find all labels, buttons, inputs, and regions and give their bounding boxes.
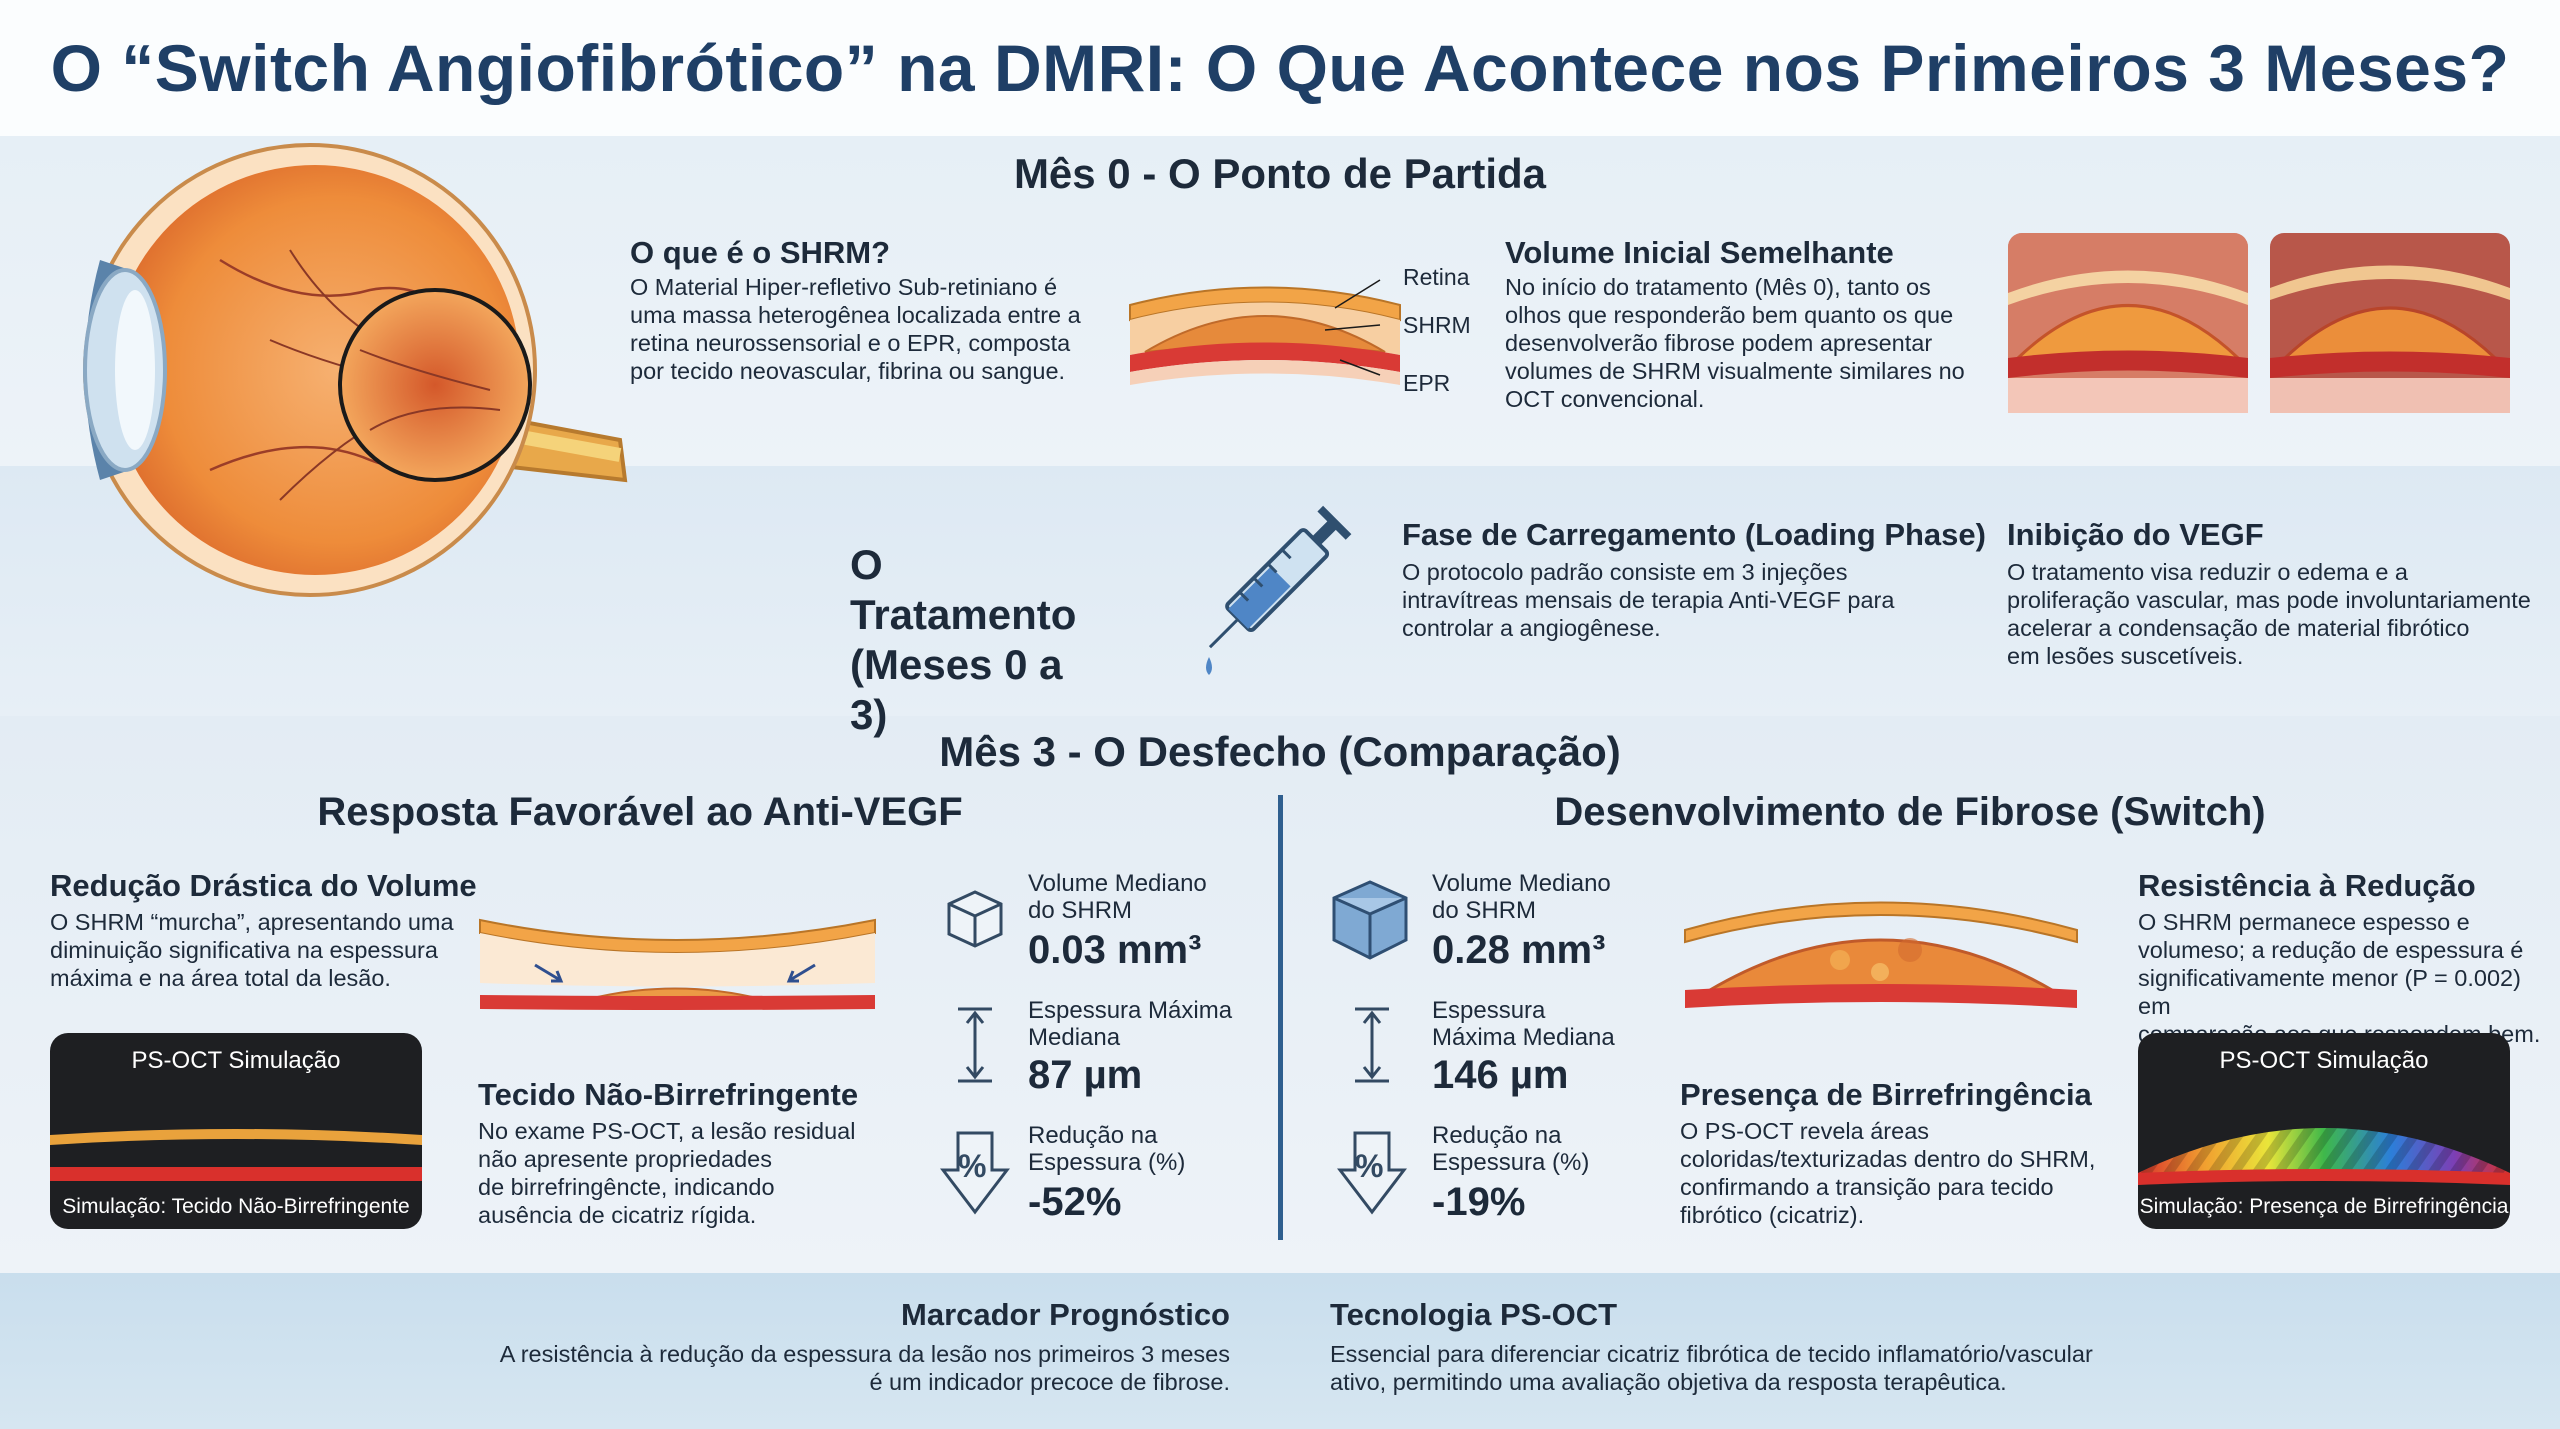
resistance-text: O SHRM permanece espesso e volumeso; a re…: [2138, 909, 2541, 1047]
fav-stat2-value: 87 µm: [1028, 1053, 1143, 1097]
percent-down-arrow-icon: [940, 1131, 1010, 1215]
sim-caption-favorable: Simulação: Tecido Não-Birrefringente: [62, 1195, 410, 1218]
reduction-title: Redução Drástica do Volume: [50, 868, 477, 903]
sim-title-fibrosis: PS-OCT Simulação: [2219, 1047, 2429, 1074]
fav-stat3-value: -52%: [1028, 1180, 1122, 1224]
fav-stat1-value: 0.03 mm³: [1028, 928, 1202, 972]
shrm-title: O que é o SHRM?: [630, 235, 891, 270]
sim-birefringence-pattern: [2138, 1128, 2510, 1185]
sim-title-favorable: PS-OCT Simulação: [131, 1047, 341, 1074]
oct-thumbnail-1: [2008, 233, 2248, 413]
percent-down-arrow-icon-2: [1337, 1131, 1407, 1215]
thick-lesion-diagram: [1684, 901, 2078, 1008]
shrm-text: O Material Hiper-refletivo Sub-retiniano…: [630, 274, 1081, 384]
fib-stat2-label: Espessura Máxima Mediana: [1432, 997, 1615, 1051]
fib-stat1-label: Volume Mediano do SHRM: [1432, 870, 1611, 924]
marker-text: A resistência à redução da espessura da …: [499, 1341, 1230, 1395]
page-title: O “Switch Angiofibrótico” na DMRI: O Que…: [50, 31, 2510, 105]
fib-stat1-value: 0.28 mm³: [1432, 928, 1606, 972]
vegf-title: Inibição do VEGF: [2007, 517, 2264, 552]
fav-stat1-label: Volume Mediano do SHRM: [1028, 870, 1207, 924]
fib-stat2-value: 146 µm: [1432, 1053, 1569, 1097]
sim-caption-fibrosis: Simulação: Presença de Birrefringência: [2139, 1195, 2509, 1218]
loading-title: Fase de Carregamento (Loading Phase): [1402, 517, 1986, 552]
oct-thumbnail-2: [2270, 233, 2510, 413]
fav-stat2-label: Espessura Máxima Mediana: [1028, 997, 1233, 1051]
tissue-text: No exame PS-OCT, a lesão residual não apr…: [478, 1118, 856, 1228]
fib-stat3-value: -19%: [1432, 1180, 1526, 1224]
birefringence-text: O PS-OCT revela áreas coloridas/texturiza…: [1680, 1118, 2096, 1228]
retina-layers-diagram: [1129, 279, 1401, 385]
resistance-title: Resistência à Redução: [2138, 868, 2476, 903]
comparison-divider: [1278, 795, 1283, 1240]
thickness-icon-2: [1355, 1007, 1389, 1083]
loading-text: O protocolo padrão consiste em 3 injeçõe…: [1402, 559, 1895, 641]
fib-stat3-label: Redução na Espessura (%): [1432, 1122, 1590, 1176]
treatment-heading: O Tratamento (Meses 0 a 3): [850, 541, 1077, 738]
ps-oct-sim-favorable: PS-OCT Simulação Simulação: Tecido Não-B…: [50, 1033, 422, 1229]
vegf-text: O tratamento visa reduzir o edema e a pro…: [2007, 559, 2531, 669]
label-shrm: SHRM: [1403, 312, 1471, 338]
marker-title: Marcador Prognóstico: [901, 1297, 1230, 1332]
thickness-icon: [958, 1007, 992, 1083]
label-epr: EPR: [1403, 370, 1451, 396]
tech-title: Tecnologia PS-OCT: [1330, 1297, 1618, 1332]
tissue-title: Tecido Não-Birrefringente: [478, 1077, 859, 1112]
percent-symbol-fib: %: [1355, 1148, 1384, 1184]
birefringence-title: Presença de Birrefringência: [1680, 1077, 2092, 1112]
fibrosis-heading: Desenvolvimento de Fibrose (Switch): [1554, 790, 2266, 834]
label-retina: Retina: [1403, 264, 1470, 290]
title-band: [0, 0, 2560, 136]
month0-heading: Mês 0 - O Ponto de Partida: [1013, 150, 1547, 197]
fav-stat3-label: Redução na Espessura (%): [1028, 1122, 1186, 1176]
syringe-icon: [1206, 505, 1352, 675]
percent-symbol-fav: %: [958, 1148, 987, 1184]
ps-oct-sim-fibrosis: PS-OCT Simulação Simulação: Presença de …: [2138, 1033, 2510, 1229]
volume-title: Volume Inicial Semelhante: [1505, 235, 1894, 270]
reduction-text: O SHRM “murcha”, apresentando uma diminui…: [50, 909, 454, 991]
volume-text: No início do tratamento (Mês 0), tanto o…: [1505, 274, 1965, 412]
footer-band: [0, 1273, 2560, 1429]
cube-icon: [947, 890, 1003, 948]
cube-icon-filled: [1332, 880, 1408, 960]
sim-layers-favorable: [50, 1129, 422, 1181]
favorable-heading: Resposta Favorável ao Anti-VEGF: [317, 790, 963, 834]
flattened-lesion-diagram: [479, 918, 876, 1010]
tech-text: Essencial para diferenciar cicatriz fibr…: [1330, 1341, 2093, 1395]
eye-illustration: [83, 143, 628, 597]
month3-heading: Mês 3 - O Desfecho (Comparação): [939, 728, 1621, 775]
